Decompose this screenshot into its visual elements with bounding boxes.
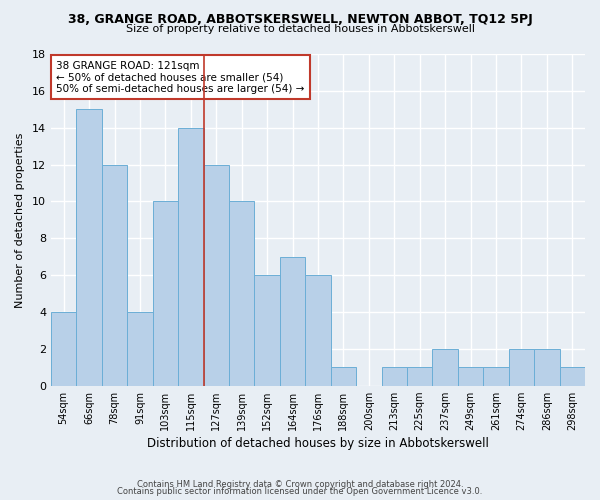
Bar bbox=[254, 275, 280, 386]
Bar bbox=[127, 312, 152, 386]
Bar bbox=[534, 349, 560, 386]
Text: Contains public sector information licensed under the Open Government Licence v3: Contains public sector information licen… bbox=[118, 487, 482, 496]
Bar bbox=[203, 164, 229, 386]
Text: Size of property relative to detached houses in Abbotskerswell: Size of property relative to detached ho… bbox=[125, 24, 475, 34]
Bar bbox=[433, 349, 458, 386]
Bar bbox=[560, 368, 585, 386]
Bar bbox=[382, 368, 407, 386]
X-axis label: Distribution of detached houses by size in Abbotskerswell: Distribution of detached houses by size … bbox=[147, 437, 489, 450]
Bar bbox=[305, 275, 331, 386]
Bar bbox=[280, 256, 305, 386]
Bar bbox=[178, 128, 203, 386]
Bar bbox=[331, 368, 356, 386]
Bar bbox=[51, 312, 76, 386]
Bar bbox=[483, 368, 509, 386]
Bar bbox=[509, 349, 534, 386]
Y-axis label: Number of detached properties: Number of detached properties bbox=[15, 132, 25, 308]
Text: Contains HM Land Registry data © Crown copyright and database right 2024.: Contains HM Land Registry data © Crown c… bbox=[137, 480, 463, 489]
Text: 38, GRANGE ROAD, ABBOTSKERSWELL, NEWTON ABBOT, TQ12 5PJ: 38, GRANGE ROAD, ABBOTSKERSWELL, NEWTON … bbox=[68, 12, 532, 26]
Text: 38 GRANGE ROAD: 121sqm
← 50% of detached houses are smaller (54)
50% of semi-det: 38 GRANGE ROAD: 121sqm ← 50% of detached… bbox=[56, 60, 305, 94]
Bar bbox=[229, 202, 254, 386]
Bar bbox=[102, 164, 127, 386]
Bar bbox=[407, 368, 433, 386]
Bar bbox=[76, 110, 102, 386]
Bar bbox=[152, 202, 178, 386]
Bar bbox=[458, 368, 483, 386]
